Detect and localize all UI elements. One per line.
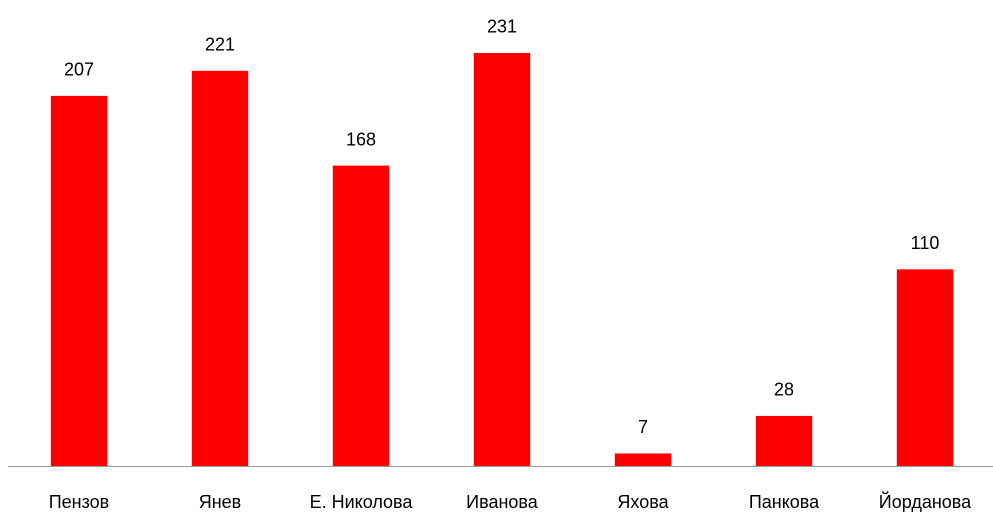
bar [614, 453, 672, 466]
x-tick-label: Е. Николова [310, 492, 414, 512]
data-label: 207 [64, 60, 94, 80]
data-label: 221 [205, 35, 235, 55]
x-tick-label: Пензов [49, 492, 110, 512]
x-tick-label: Панкова [749, 492, 820, 512]
data-label: 110 [911, 233, 940, 253]
x-tick-label: Иванова [466, 492, 539, 512]
x-tick-label: Йорданова [879, 491, 972, 512]
data-label: 231 [487, 17, 517, 37]
data-label: 7 [638, 417, 648, 437]
bar [896, 269, 954, 466]
bar [191, 70, 249, 467]
data-label: 168 [346, 129, 376, 149]
x-tick-label: Яхова [617, 492, 669, 512]
bar [755, 415, 813, 466]
x-tick-label: Янев [199, 492, 242, 512]
bar [332, 165, 390, 466]
data-label: 28 [774, 380, 794, 400]
bar [473, 52, 531, 467]
bar [50, 95, 108, 466]
